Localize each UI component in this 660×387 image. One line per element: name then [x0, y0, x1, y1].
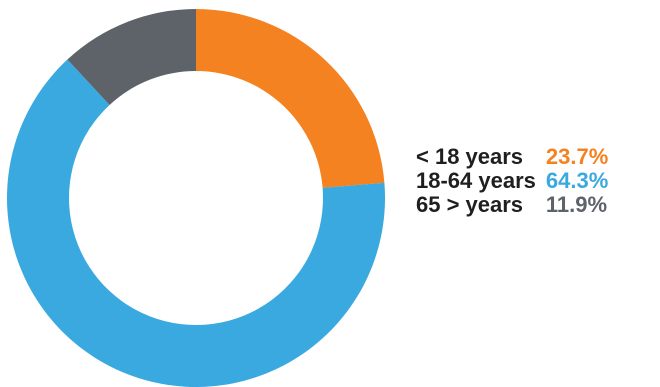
slice-65-plus [67, 9, 196, 105]
legend-label-65-plus: 65 > years [416, 192, 524, 217]
legend-label-under-18: < 18 years [416, 144, 524, 169]
slice-under-18 [196, 9, 385, 188]
donut-chart [7, 9, 385, 387]
legend-entry-65-plus: 65 > years 11.9% [416, 193, 608, 217]
legend-label-18-64: 18-64 years [416, 168, 536, 193]
slice-18-64 [7, 59, 385, 387]
legend-value-under-18: 23.7% [545, 144, 609, 169]
legend-entry-under-18: < 18 years 23.7% [416, 145, 608, 169]
chart-legend: < 18 years 23.7% 18-64 years 64.3% 65 > … [416, 145, 608, 217]
legend-value-18-64: 64.3% [545, 168, 609, 193]
legend-entry-18-64: 18-64 years 64.3% [416, 169, 608, 193]
legend-value-65-plus: 11.9% [545, 192, 608, 217]
